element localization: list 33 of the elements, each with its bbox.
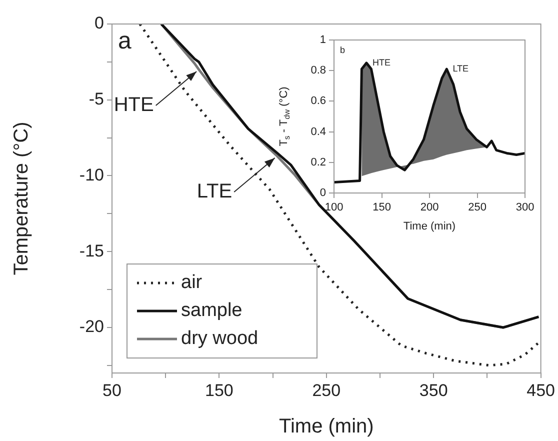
x-tick-label: 450 <box>526 380 556 400</box>
x-tick-label: 150 <box>205 380 234 400</box>
y-tick-label: 0.8 <box>310 64 326 77</box>
y-tick-label: 0 <box>94 14 104 33</box>
x-tick-label: 250 <box>312 380 341 400</box>
legend-label: sample <box>181 300 242 322</box>
x-tick-label: 150 <box>372 202 391 214</box>
x-tick-label: 350 <box>419 380 448 400</box>
annotation: HTE <box>372 57 390 68</box>
y-tick-label: 0.6 <box>310 95 326 108</box>
annotation: LTE <box>196 180 232 203</box>
y-tick-label: 0 <box>320 187 326 200</box>
y-tick-label: -20 <box>79 317 104 336</box>
y-tick-label: 1 <box>320 34 326 46</box>
y-axis-title: Temperature (°C) <box>10 122 33 276</box>
legend-label: air <box>181 272 203 294</box>
y-tick-label: -5 <box>88 90 104 109</box>
x-tick-label: 300 <box>516 202 534 214</box>
x-tick-label: 100 <box>324 202 344 214</box>
x-axis-title: Time (min) <box>403 220 456 232</box>
y-tick-label: 0.2 <box>310 156 326 168</box>
x-tick-label: 50 <box>102 380 122 400</box>
annotation: a <box>118 28 132 55</box>
y-tick-label: -10 <box>79 165 104 184</box>
y-tick-label: 0.4 <box>310 126 326 138</box>
x-axis-title: Time (min) <box>279 416 374 438</box>
legend-label: dry wood <box>181 328 258 350</box>
annotation: HTE <box>114 94 154 116</box>
annotation: b <box>340 44 346 55</box>
y-tick-label: -15 <box>79 241 104 260</box>
x-tick-label: 250 <box>468 202 486 214</box>
x-tick-label: 200 <box>420 202 439 214</box>
annotation: LTE <box>452 64 469 74</box>
